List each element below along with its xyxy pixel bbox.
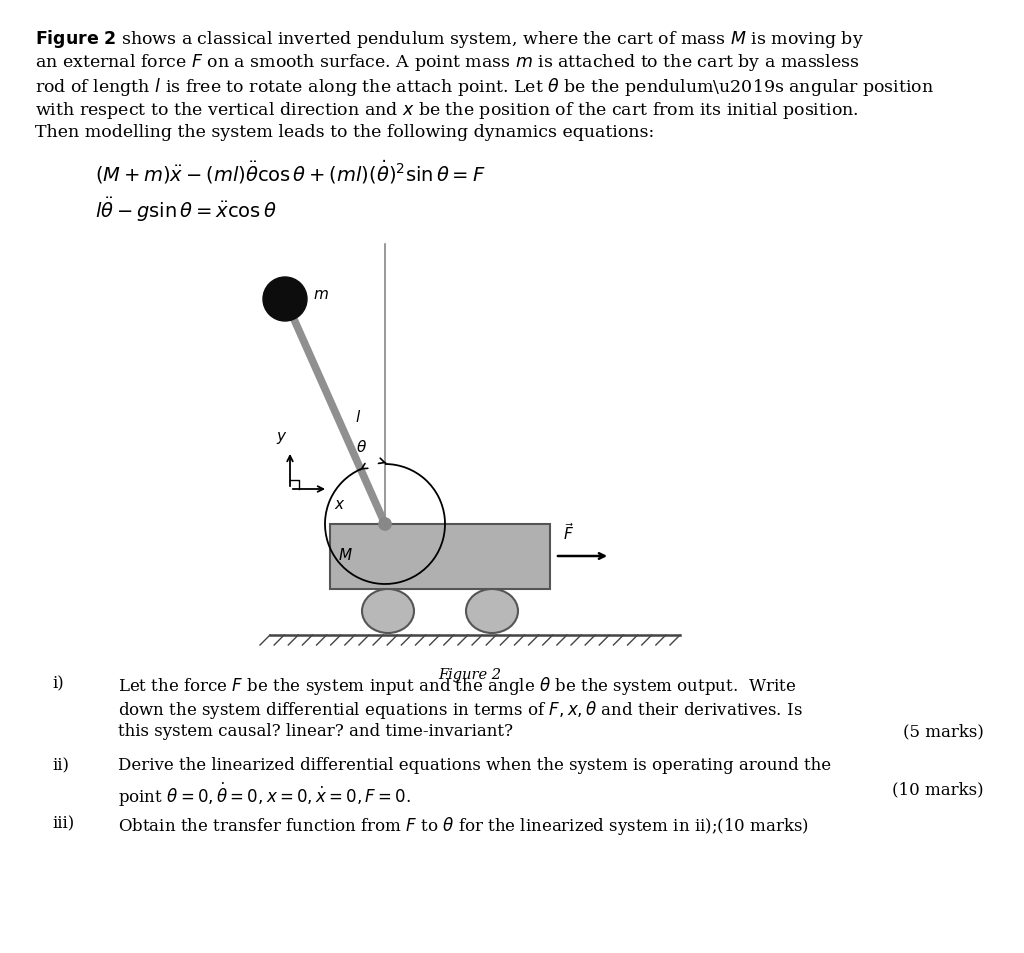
Ellipse shape <box>362 589 414 634</box>
Text: $y$: $y$ <box>276 430 288 446</box>
Text: (5 marks): (5 marks) <box>903 722 984 740</box>
Text: ii): ii) <box>52 757 69 773</box>
Text: with respect to the vertical direction and $x$ be the position of the cart from : with respect to the vertical direction a… <box>35 100 858 121</box>
Bar <box>330 524 550 589</box>
Text: (10 marks): (10 marks) <box>892 781 984 797</box>
Text: $\mathbf{Figure\ 2}$ shows a classical inverted pendulum system, where the cart : $\mathbf{Figure\ 2}$ shows a classical i… <box>35 28 864 50</box>
Text: $\vec{F}$: $\vec{F}$ <box>563 521 574 542</box>
Text: Let the force $F$ be the system input and the angle $\theta$ be the system outpu: Let the force $F$ be the system input an… <box>118 675 797 697</box>
Circle shape <box>379 518 391 531</box>
Text: Derive the linearized differential equations when the system is operating around: Derive the linearized differential equat… <box>118 757 831 773</box>
Text: $M$: $M$ <box>338 546 352 562</box>
Circle shape <box>263 277 307 322</box>
Text: i): i) <box>52 675 63 691</box>
Text: this system causal? linear? and time-invariant?: this system causal? linear? and time-inv… <box>118 722 513 740</box>
Text: Figure 2: Figure 2 <box>438 667 502 681</box>
Text: an external force $F$ on a smooth surface. A point mass $m$ is attached to the c: an external force $F$ on a smooth surfac… <box>35 52 860 73</box>
Text: Obtain the transfer function from $F$ to $\theta$ for the linearized system in i: Obtain the transfer function from $F$ to… <box>118 814 809 836</box>
Text: point $\theta = 0, \dot{\theta} = 0, x = 0, \dot{x} = 0, F = 0$.: point $\theta = 0, \dot{\theta} = 0, x =… <box>118 781 411 808</box>
Text: down the system differential equations in terms of $F, x, \theta$ and their deri: down the system differential equations i… <box>118 699 803 720</box>
Text: $l\ddot{\theta} - g\sin\theta = \ddot{x}\cos\theta$: $l\ddot{\theta} - g\sin\theta = \ddot{x}… <box>95 194 276 224</box>
Text: $l$: $l$ <box>355 409 361 425</box>
Text: rod of length $l$ is free to rotate along the attach point. Let $\theta$ be the : rod of length $l$ is free to rotate alon… <box>35 76 934 98</box>
Text: Then modelling the system leads to the following dynamics equations:: Then modelling the system leads to the f… <box>35 124 654 141</box>
Text: $\theta$: $\theta$ <box>355 438 367 454</box>
Text: $x$: $x$ <box>334 497 345 512</box>
Text: iii): iii) <box>52 814 75 831</box>
Ellipse shape <box>466 589 518 634</box>
Text: $(M + m)\ddot{x} - (ml)\ddot{\theta}\cos\theta + (ml)(\dot{\theta})^2\sin\theta : $(M + m)\ddot{x} - (ml)\ddot{\theta}\cos… <box>95 158 485 186</box>
Text: $m$: $m$ <box>313 288 329 302</box>
